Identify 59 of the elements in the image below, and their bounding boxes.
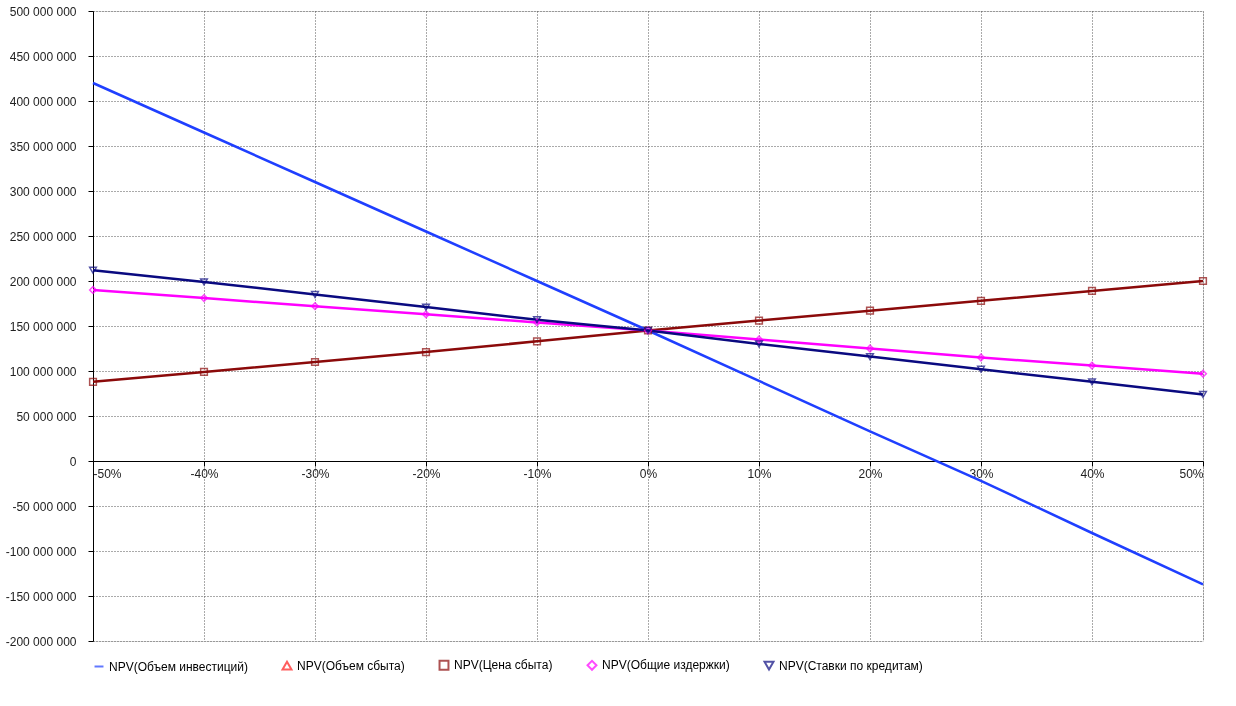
legend-label: NPV(Ставки по кредитам) [779,658,923,673]
point [199,367,209,376]
y-tick-label: -50 000 000 [12,499,77,514]
point [1198,369,1208,378]
point [1087,378,1097,386]
y-tick-label: 100 000 000 [9,364,77,379]
point [310,357,320,367]
y-tick-label: -200 000 000 [5,634,77,649]
x-tick-label: -20% [412,466,441,481]
y-tick-label: -150 000 000 [5,589,77,604]
y-tick-label: 500 000 000 [9,4,77,19]
point [754,335,764,344]
y-tick-label: 250 000 000 [9,229,77,244]
x-tick-label: 20% [858,466,883,481]
point [976,296,986,305]
y-tick-label: 0 [69,454,77,469]
line-series [91,81,1205,586]
x-tick-label: 10% [747,466,772,481]
point [1198,390,1208,399]
point [1087,286,1097,295]
y-tick-label: -100 000 000 [5,544,77,559]
point [976,365,986,373]
point [1087,361,1097,370]
point [199,278,209,286]
point [754,340,764,348]
point [532,337,542,346]
y-tick-label: 350 000 000 [9,139,77,154]
point [865,344,875,353]
x-tick-label: -10% [523,466,552,481]
y-tick-label: 450 000 000 [9,49,77,64]
point [310,302,320,311]
point [1198,276,1208,286]
point [88,377,98,386]
legend-label: NPV(Цена сбыта) [454,658,553,673]
y-tick-label: 200 000 000 [9,274,77,289]
point [88,266,98,274]
x-tick-label: -30% [301,466,330,481]
x-tick-label: 40% [1080,466,1105,481]
point [421,310,431,319]
point [421,348,431,357]
point [754,316,764,325]
y-tick-label: 50 000 000 [16,409,77,424]
point [421,303,431,311]
point [976,353,986,362]
x-tick-label: 50% [1179,466,1204,481]
x-tick-label: -50% [93,466,122,481]
y-tick-label: 150 000 000 [9,319,77,334]
legend-label: NPV(Общие издержки) [602,658,730,673]
point [199,294,209,303]
legend-label: NPV(Объем инвестиций) [109,659,248,674]
x-tick-label: 0% [639,466,658,481]
y-tick-label: 300 000 000 [9,184,77,199]
x-tick-label: -40% [190,466,219,481]
legend-label: NPV(Объем сбыта) [297,658,405,673]
point [865,352,875,361]
y-tick-label: 400 000 000 [9,94,77,109]
point [865,306,875,315]
point [88,285,98,295]
point [310,290,320,299]
